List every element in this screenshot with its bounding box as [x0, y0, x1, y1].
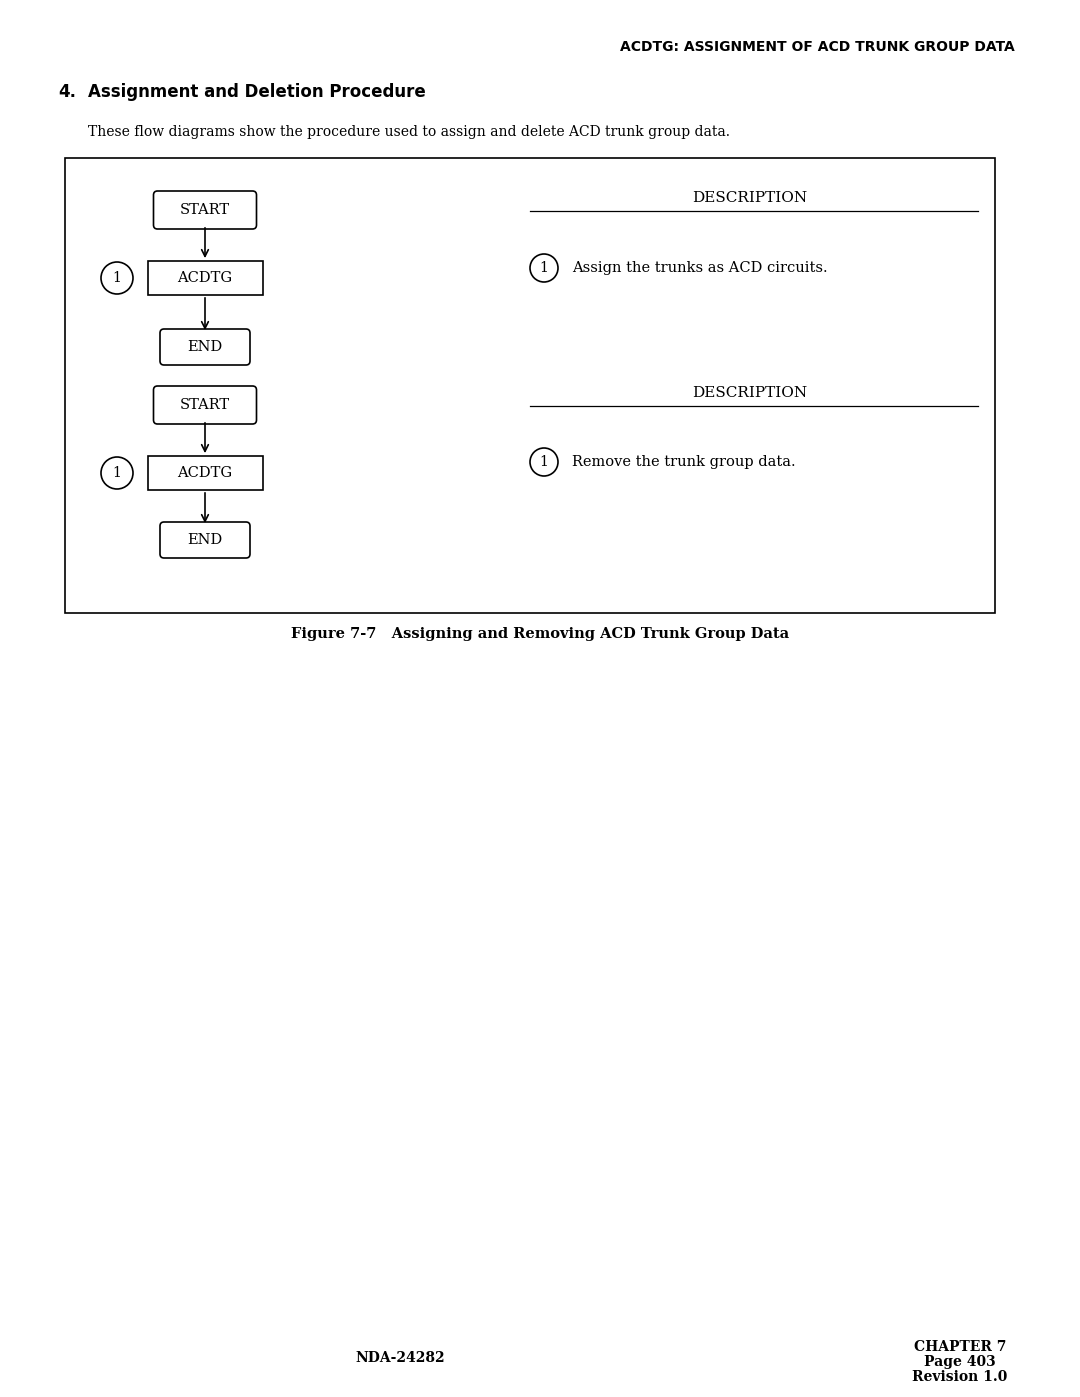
- Text: Assignment and Deletion Procedure: Assignment and Deletion Procedure: [87, 82, 426, 101]
- Circle shape: [530, 448, 558, 476]
- Text: ACDTG: ACDTG: [177, 271, 232, 285]
- Text: CHAPTER 7: CHAPTER 7: [914, 1340, 1007, 1354]
- Text: Revision 1.0: Revision 1.0: [913, 1370, 1008, 1384]
- Text: ACDTG: ACDTG: [177, 467, 232, 481]
- Circle shape: [102, 457, 133, 489]
- Text: Assign the trunks as ACD circuits.: Assign the trunks as ACD circuits.: [572, 261, 827, 275]
- FancyBboxPatch shape: [153, 386, 257, 425]
- Text: END: END: [187, 339, 222, 353]
- Text: ACDTG: ASSIGNMENT OF ACD TRUNK GROUP DATA: ACDTG: ASSIGNMENT OF ACD TRUNK GROUP DAT…: [620, 41, 1015, 54]
- Text: START: START: [180, 203, 230, 217]
- Text: 4.: 4.: [58, 82, 76, 101]
- Bar: [148, 455, 262, 490]
- Text: 1: 1: [540, 455, 549, 469]
- Circle shape: [530, 254, 558, 282]
- Bar: [148, 261, 262, 295]
- FancyBboxPatch shape: [153, 191, 257, 229]
- Text: Remove the trunk group data.: Remove the trunk group data.: [572, 455, 796, 469]
- Text: END: END: [187, 534, 222, 548]
- FancyBboxPatch shape: [160, 522, 249, 557]
- Text: Figure 7-7   Assigning and Removing ACD Trunk Group Data: Figure 7-7 Assigning and Removing ACD Tr…: [291, 627, 789, 641]
- Text: DESCRIPTION: DESCRIPTION: [692, 191, 808, 205]
- Text: NDA-24282: NDA-24282: [355, 1351, 445, 1365]
- Text: These flow diagrams show the procedure used to assign and delete ACD trunk group: These flow diagrams show the procedure u…: [87, 124, 730, 138]
- Text: DESCRIPTION: DESCRIPTION: [692, 386, 808, 400]
- Text: 1: 1: [112, 271, 121, 285]
- Text: START: START: [180, 398, 230, 412]
- Circle shape: [102, 263, 133, 293]
- FancyBboxPatch shape: [160, 330, 249, 365]
- Text: Page 403: Page 403: [924, 1355, 996, 1369]
- Text: 1: 1: [540, 261, 549, 275]
- Bar: [65, 158, 995, 613]
- Text: 1: 1: [112, 467, 121, 481]
